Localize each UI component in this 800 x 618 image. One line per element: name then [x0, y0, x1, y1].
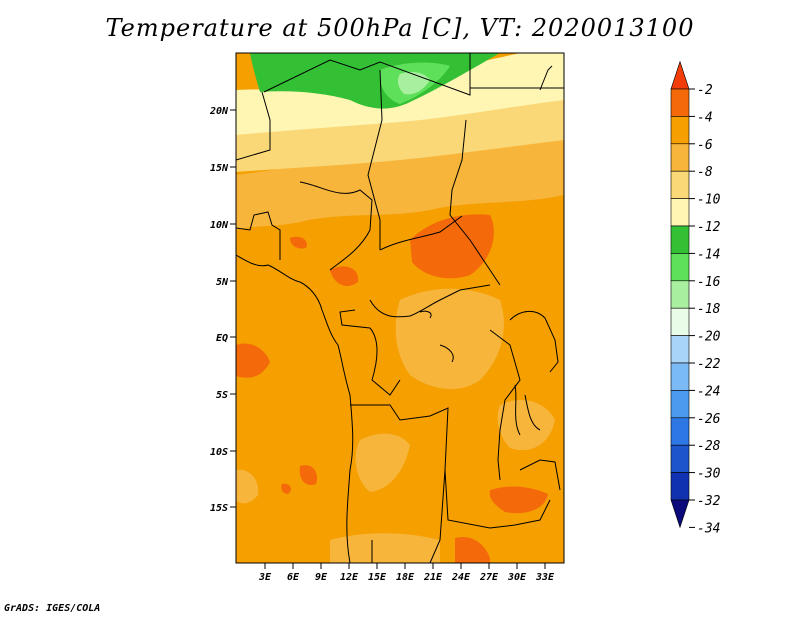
- lat-label: 5S: [216, 390, 228, 401]
- colorbar-label: -22: [697, 357, 721, 372]
- lat-label: 10S: [210, 447, 228, 458]
- colorbar-label: -16: [697, 275, 721, 290]
- colorbar-swatch: [670, 198, 690, 227]
- lat-label: 15N: [210, 163, 229, 174]
- lon-axis: 3E 6E 9E 12E 15E 18E 21E 24E 27E 30E 33E: [258, 563, 555, 583]
- temperature-field: [236, 53, 564, 563]
- colorbar-label: -6: [697, 138, 713, 153]
- colorbar: -2 -4 -6 -8 -10 -12 -14 -16 -18 -20 -22 -24 -26 -28 -3…: [670, 60, 721, 536]
- lat-label: EQ: [216, 333, 228, 344]
- colorbar-swatch: [670, 390, 690, 419]
- lon-label: 27E: [479, 572, 499, 583]
- country-borders: [236, 53, 564, 563]
- lon-label: 21E: [423, 572, 443, 583]
- colorbar-label: -20: [697, 330, 721, 345]
- colorbar-label: -12: [697, 220, 721, 235]
- lon-label: 33E: [535, 572, 555, 583]
- colorbar-swatch: [670, 225, 690, 254]
- colorbar-swatch: [670, 472, 690, 501]
- colorbar-label: -14: [697, 247, 720, 262]
- lat-label: 20N: [209, 106, 229, 117]
- lon-label: 30E: [507, 572, 527, 583]
- colorbar-swatch: [670, 335, 690, 364]
- colorbar-label: -26: [697, 412, 721, 427]
- colorbar-label: -18: [697, 302, 721, 317]
- colorbar-swatch: [670, 444, 690, 473]
- colorbar-label: -24: [697, 384, 720, 399]
- colorbar-swatch: [670, 60, 690, 90]
- colorbar-swatch: [670, 253, 690, 282]
- lon-label: 12E: [340, 572, 359, 583]
- colorbar-swatch: [670, 417, 690, 446]
- colorbar-swatch: [670, 88, 690, 117]
- lon-label: 3E: [258, 572, 272, 583]
- colorbar-swatch: [670, 362, 690, 391]
- colorbar-label: -8: [697, 165, 713, 180]
- map-frame: [235, 52, 565, 564]
- colorbar-swatch: [670, 116, 690, 145]
- colorbar-swatch: [670, 170, 690, 199]
- colorbar-swatch: [670, 499, 690, 529]
- colorbar-swatch: [670, 143, 690, 172]
- lon-label: 18E: [396, 572, 415, 583]
- colorbar-label: -2: [697, 83, 713, 98]
- chart-title: Temperature at 500hPa [C], VT: 202001310…: [105, 14, 695, 42]
- colorbar-swatch: [670, 280, 690, 309]
- colorbar-label: -34: [697, 521, 720, 536]
- lon-label: 24E: [451, 572, 471, 583]
- colorbar-swatch: [670, 307, 690, 336]
- lat-label: 5N: [216, 277, 229, 288]
- lat-label: 10N: [210, 220, 229, 231]
- colorbar-label: -28: [697, 439, 721, 454]
- footer-credit: GrADS: IGES/COLA: [4, 603, 101, 614]
- colorbar-label: -30: [697, 467, 721, 482]
- lon-label: 9E: [315, 572, 328, 583]
- colorbar-label: -10: [697, 193, 721, 208]
- colorbar-label: -32: [697, 494, 721, 509]
- lat-label: 15S: [210, 503, 228, 514]
- lat-axis: 20N 15N 10N 5N EQ 5S 10S 15S: [209, 106, 236, 514]
- lon-label: 6E: [287, 572, 300, 583]
- colorbar-label: -4: [697, 110, 713, 125]
- lon-label: 15E: [368, 572, 387, 583]
